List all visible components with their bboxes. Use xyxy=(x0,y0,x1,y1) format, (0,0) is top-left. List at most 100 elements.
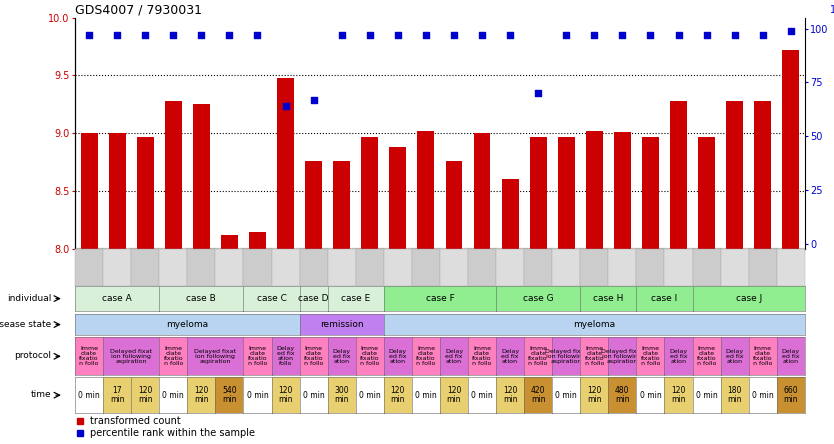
Text: 540
min: 540 min xyxy=(222,386,237,404)
Text: case G: case G xyxy=(523,294,554,303)
Point xyxy=(756,32,770,39)
Text: 100%: 100% xyxy=(831,5,834,16)
Text: protocol: protocol xyxy=(14,351,51,360)
Point xyxy=(251,32,264,39)
Text: Imme
diate
fixatio
n follo: Imme diate fixatio n follo xyxy=(248,346,268,366)
Point xyxy=(700,32,713,39)
Point xyxy=(420,32,433,39)
Text: case I: case I xyxy=(651,294,677,303)
Bar xyxy=(585,131,603,249)
Bar xyxy=(474,133,490,249)
Text: case A: case A xyxy=(103,294,132,303)
Text: 120
min: 120 min xyxy=(390,386,405,404)
Bar xyxy=(165,101,182,249)
Text: case B: case B xyxy=(187,294,216,303)
Text: 17
min: 17 min xyxy=(110,386,124,404)
Text: 180
min: 180 min xyxy=(727,386,742,404)
Text: Delayed fixat
ion following
aspiration: Delayed fixat ion following aspiration xyxy=(110,349,152,364)
Text: 300
min: 300 min xyxy=(334,386,349,404)
Text: 120
min: 120 min xyxy=(138,386,153,404)
Point xyxy=(672,32,686,39)
Text: Delay
ed fix
ation: Delay ed fix ation xyxy=(726,349,744,364)
Point xyxy=(784,27,797,34)
Text: Delay
ed fix
ation
follo: Delay ed fix ation follo xyxy=(277,346,294,366)
Text: Imme
diate
fixatio
n follo: Imme diate fixatio n follo xyxy=(529,346,548,366)
Bar xyxy=(108,133,126,249)
Bar xyxy=(305,161,322,249)
Text: 120
min: 120 min xyxy=(194,386,208,404)
Bar xyxy=(754,101,771,249)
Text: individual: individual xyxy=(7,293,51,303)
Text: Imme
diate
fixatio
n follo: Imme diate fixatio n follo xyxy=(472,346,492,366)
Text: 0 min: 0 min xyxy=(303,391,324,400)
Text: 120
min: 120 min xyxy=(447,386,461,404)
Bar xyxy=(502,179,519,249)
Text: 480
min: 480 min xyxy=(615,386,630,404)
Bar xyxy=(670,101,687,249)
Text: 0 min: 0 min xyxy=(415,391,437,400)
Text: 0 min: 0 min xyxy=(247,391,269,400)
Bar xyxy=(389,147,406,249)
Text: Delay
ed fix
ation: Delay ed fix ation xyxy=(670,349,687,364)
Bar xyxy=(445,161,462,249)
Point xyxy=(391,32,404,39)
Bar xyxy=(642,137,659,249)
Bar xyxy=(418,131,435,249)
Text: case E: case E xyxy=(341,294,370,303)
Text: 0 min: 0 min xyxy=(640,391,661,400)
Point xyxy=(728,32,741,39)
Text: Imme
diate
fixatio
n follo: Imme diate fixatio n follo xyxy=(163,346,183,366)
Text: 120
min: 120 min xyxy=(279,386,293,404)
Bar xyxy=(193,104,210,249)
Text: case F: case F xyxy=(425,294,455,303)
Text: percentile rank within the sample: percentile rank within the sample xyxy=(90,428,254,439)
Text: Imme
diate
fixatio
n follo: Imme diate fixatio n follo xyxy=(79,346,99,366)
Point xyxy=(504,32,517,39)
Bar xyxy=(137,137,153,249)
Text: case D: case D xyxy=(299,294,329,303)
Point xyxy=(138,32,152,39)
Text: myeloma: myeloma xyxy=(573,320,615,329)
Point xyxy=(110,32,123,39)
Point xyxy=(644,32,657,39)
Bar xyxy=(698,137,715,249)
Text: 0 min: 0 min xyxy=(751,391,774,400)
Point xyxy=(194,32,208,39)
Text: Delay
ed fix
ation: Delay ed fix ation xyxy=(333,349,351,364)
Point xyxy=(307,96,320,103)
Text: time: time xyxy=(30,390,51,399)
Point xyxy=(363,32,376,39)
Bar xyxy=(726,101,743,249)
Text: disease state: disease state xyxy=(0,320,51,329)
Bar xyxy=(81,133,98,249)
Text: Delay
ed fix
ation: Delay ed fix ation xyxy=(501,349,520,364)
Point xyxy=(167,32,180,39)
Text: Imme
diate
fixatio
n follo: Imme diate fixatio n follo xyxy=(641,346,661,366)
Text: GDS4007 / 7930031: GDS4007 / 7930031 xyxy=(75,4,202,16)
Text: Imme
diate
fixatio
n follo: Imme diate fixatio n follo xyxy=(696,346,716,366)
Point xyxy=(83,32,96,39)
Text: Delay
ed fix
ation: Delay ed fix ation xyxy=(445,349,463,364)
Text: case J: case J xyxy=(736,294,761,303)
Point xyxy=(335,32,349,39)
Point xyxy=(447,32,460,39)
Text: transformed count: transformed count xyxy=(90,416,180,425)
Point xyxy=(531,90,545,97)
Text: Delay
ed fix
ation: Delay ed fix ation xyxy=(389,349,407,364)
Text: Delayed fixat
ion following
aspiration: Delayed fixat ion following aspiration xyxy=(194,349,236,364)
Text: case C: case C xyxy=(257,294,286,303)
Bar xyxy=(361,137,378,249)
Text: Imme
diate
fixatio
n follo: Imme diate fixatio n follo xyxy=(416,346,435,366)
Text: 660
min: 660 min xyxy=(783,386,798,404)
Text: 120
min: 120 min xyxy=(503,386,517,404)
Text: 0 min: 0 min xyxy=(471,391,493,400)
Point xyxy=(615,32,629,39)
Text: 0 min: 0 min xyxy=(78,391,100,400)
Text: 0 min: 0 min xyxy=(555,391,577,400)
Text: Delayed fixat
ion following
aspiration: Delayed fixat ion following aspiration xyxy=(601,349,643,364)
Point xyxy=(588,32,601,39)
Bar xyxy=(782,50,799,249)
Text: myeloma: myeloma xyxy=(166,320,208,329)
Text: 120
min: 120 min xyxy=(587,386,601,404)
Text: Delayed fixat
ion following
aspiration: Delayed fixat ion following aspiration xyxy=(545,349,587,364)
